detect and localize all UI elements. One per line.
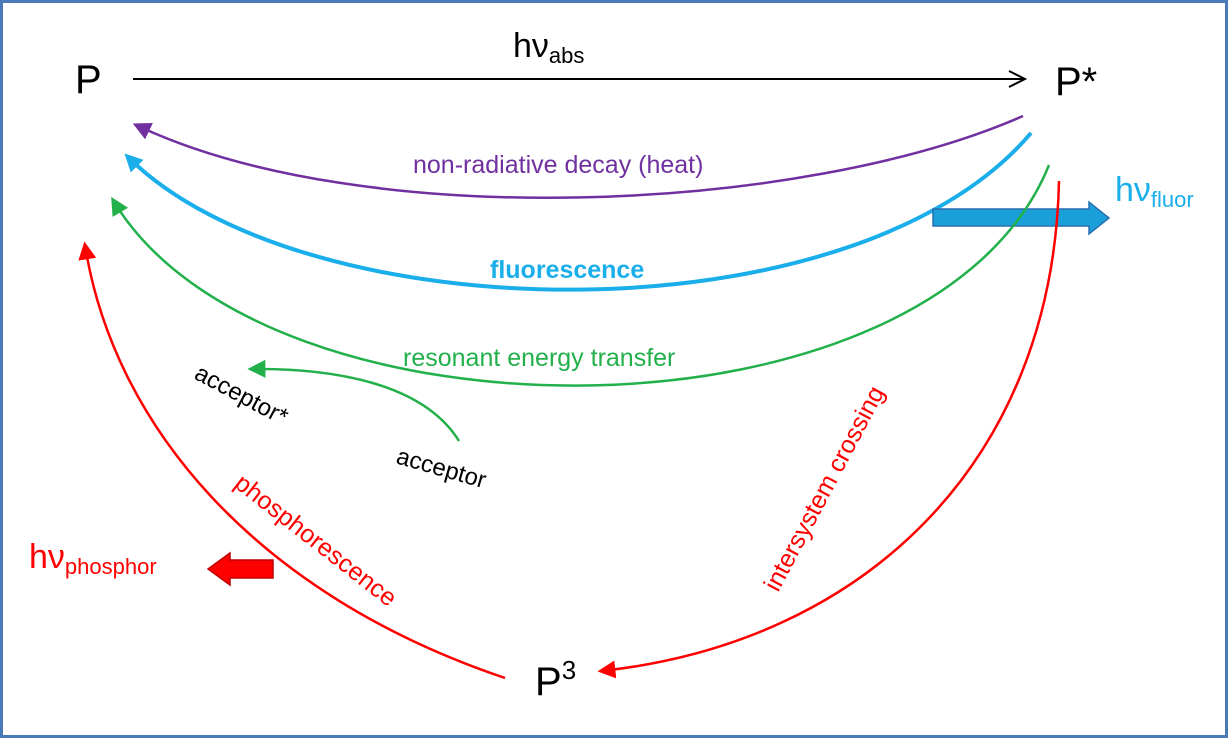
intersystem-crossing-label: intersystem crossing	[759, 381, 891, 595]
intersystem-crossing-arrow	[597, 180, 1061, 679]
triplet-state-label: P3	[535, 655, 576, 704]
fluorescence-label: fluorescence	[490, 256, 644, 284]
energy-transfer-label: resonant energy transfer	[403, 344, 675, 372]
ground-state-label: P	[75, 58, 102, 102]
acceptor-ground-label: acceptor	[393, 443, 489, 494]
phosphorescence-emission-label: hνphosphor	[29, 538, 157, 579]
non-radiative-decay-arrow	[132, 114, 1024, 199]
fluorescence-emission-label: hνfluor	[1115, 171, 1194, 212]
acceptor-transfer-arrow	[247, 359, 461, 442]
excited-state-label: P*	[1055, 60, 1097, 104]
absorption-label: hνabs	[513, 27, 584, 68]
phosphorescence-emission-arrow-icon	[206, 551, 274, 587]
non-radiative-decay-label: non-radiative decay (heat)	[413, 151, 703, 179]
energy-transfer-arrow	[111, 164, 1051, 387]
fluorescence-emission-arrow-icon	[932, 200, 1111, 236]
fluorescence-arrow	[124, 131, 1033, 292]
absorption-arrowhead-icon	[1008, 70, 1028, 88]
jablonski-diagram: hνabs P P* P3 non-radiative decay (heat)…	[29, 27, 1194, 704]
phosphorescence-arrow	[78, 241, 506, 680]
